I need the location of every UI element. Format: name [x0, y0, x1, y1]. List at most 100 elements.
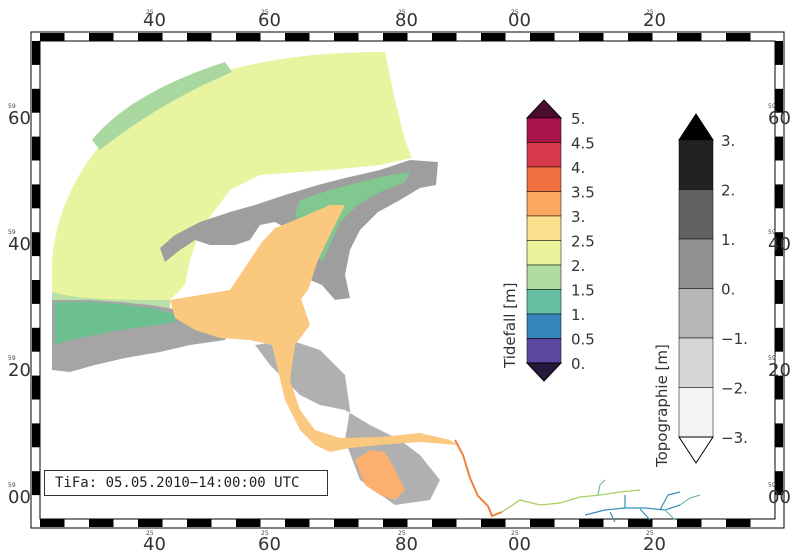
- top-axis-label: 20: [643, 10, 666, 31]
- top-axis-minor: 25: [146, 9, 154, 16]
- border-tick-right: [775, 136, 783, 161]
- border-tick-top: [579, 33, 604, 41]
- topography-segment: [678, 139, 714, 190]
- tidefall-segment: [526, 240, 562, 266]
- topography-tick-label: −2.: [721, 380, 748, 398]
- border-tick-bottom: [383, 519, 408, 527]
- border-tick-left: [32, 88, 40, 113]
- border-tick-bottom: [187, 519, 212, 527]
- border-tick-left: [32, 280, 40, 304]
- tidefall-tick-label: 1.: [571, 306, 585, 324]
- border-tick-top: [138, 33, 163, 41]
- right-axis-minor: 59: [768, 103, 776, 110]
- tidefall-tick-label: 2.: [571, 257, 585, 275]
- border-tick-left: [32, 184, 40, 209]
- border-tick-top: [236, 33, 261, 41]
- river-upstream: [501, 489, 641, 513]
- topography-segment: [678, 387, 714, 438]
- topography-segment: [678, 189, 714, 240]
- border-tick-left: [32, 327, 40, 352]
- tidefall-segment: [526, 117, 562, 143]
- tidefall-tick-label: 0.: [571, 355, 585, 373]
- tributary-delta: [355, 450, 405, 500]
- tidefall-tick-label: 4.: [571, 159, 585, 177]
- border-tick-bottom: [138, 519, 163, 527]
- border-tick-top: [530, 33, 555, 41]
- tidefall-tick-label: 4.5: [571, 135, 595, 153]
- topography-tick-label: 0.: [721, 281, 735, 299]
- colorbar-tidefall: 5. 4.5 4. 3.5 3. 2.5 2. 1.5 1. 0.5 0. Tidefall [m]: [501, 99, 595, 382]
- tidefall-segment: [526, 313, 562, 339]
- tidefall-segment: [526, 264, 562, 290]
- top-axis-minor: 25: [511, 9, 519, 16]
- tidefall-tick-label: 5.: [571, 110, 585, 128]
- border-tick-top: [432, 33, 457, 41]
- colorbar-topography: 3. 2. 1. 0. −1. −2. −3. Topographie [m]: [653, 113, 748, 468]
- border-tick-top: [285, 33, 310, 41]
- border-tick-right: [775, 423, 783, 448]
- left-axis-minor: 59: [8, 482, 16, 489]
- top-axis-minor: 25: [646, 9, 654, 16]
- map-plot-area: [52, 52, 701, 523]
- tidefall-segment: [526, 142, 562, 168]
- border-tick-top: [677, 33, 702, 41]
- border-tick-right: [775, 280, 783, 304]
- map-border-ticks: [32, 33, 783, 527]
- left-axis-label: 60: [8, 108, 31, 129]
- border-tick-bottom: [579, 519, 604, 527]
- river-main: [454, 439, 503, 518]
- river-upstream-far: [597, 479, 701, 521]
- tidefall-tick-label: 0.5: [571, 331, 595, 349]
- topography-segment: [678, 337, 714, 388]
- border-tick-top: [628, 33, 653, 41]
- bottom-axis-label: 20: [643, 534, 666, 555]
- left-axis-minor: 59: [8, 229, 16, 236]
- border-tick-bottom: [677, 519, 702, 527]
- border-tick-bottom: [285, 519, 310, 527]
- right-axis-minor: 59: [768, 355, 776, 362]
- border-tick-left: [32, 471, 40, 496]
- border-tick-bottom: [530, 519, 555, 527]
- coast-topography-south: [255, 340, 440, 505]
- left-axis-label: 00: [8, 487, 31, 508]
- top-axis-label: 80: [395, 10, 418, 31]
- bottom-axis-minor: 25: [398, 530, 406, 537]
- topography-tick-label: 2.: [721, 182, 735, 200]
- left-axis-minor: 59: [8, 103, 16, 110]
- top-axis-label: 00: [508, 10, 531, 31]
- bottom-axis-minor: 25: [511, 530, 519, 537]
- tidefall-tick-label: 3.5: [571, 184, 595, 202]
- border-tick-left: [32, 423, 40, 448]
- tidefall-title: Tidefall [m]: [501, 282, 519, 369]
- border-tick-top: [334, 33, 359, 41]
- right-axis-label: 40: [768, 234, 791, 255]
- topography-cap-bottom: [678, 436, 714, 464]
- border-tick-top: [383, 33, 408, 41]
- border-tick-left: [32, 136, 40, 161]
- river-upstream-branches: [584, 491, 681, 523]
- border-tick-bottom: [334, 519, 359, 527]
- topography-title: Topographie [m]: [653, 344, 671, 468]
- bottom-axis-label: 60: [258, 534, 281, 555]
- border-tick-right: [775, 375, 783, 400]
- tidefall-segment: [526, 215, 562, 241]
- top-axis-minor: 25: [398, 9, 406, 16]
- timestamp-label: TiFa: 05.05.2010−14:00:00 UTC: [55, 475, 300, 491]
- timestamp-box: TiFa: 05.05.2010−14:00:00 UTC: [44, 470, 328, 496]
- bottom-axis-minor: 25: [261, 530, 269, 537]
- border-tick-bottom: [432, 519, 457, 527]
- right-axis-minor: 59: [768, 229, 776, 236]
- right-axis-minor: 59: [768, 482, 776, 489]
- top-axis-minor: 25: [261, 9, 269, 16]
- estuary-channel: [170, 222, 458, 452]
- topography-tick-label: −1.: [721, 330, 748, 348]
- tidefall-tick-label: 2.5: [571, 233, 595, 251]
- top-axis-label: 60: [258, 10, 281, 31]
- border-tick-right: [775, 41, 783, 65]
- estuary-channel-upper: [262, 205, 345, 300]
- border-tick-right: [775, 88, 783, 113]
- bottom-axis-minor: 25: [146, 530, 154, 537]
- topography-tick-label: −3.: [721, 429, 748, 447]
- tidefall-tick-label: 3.: [571, 208, 585, 226]
